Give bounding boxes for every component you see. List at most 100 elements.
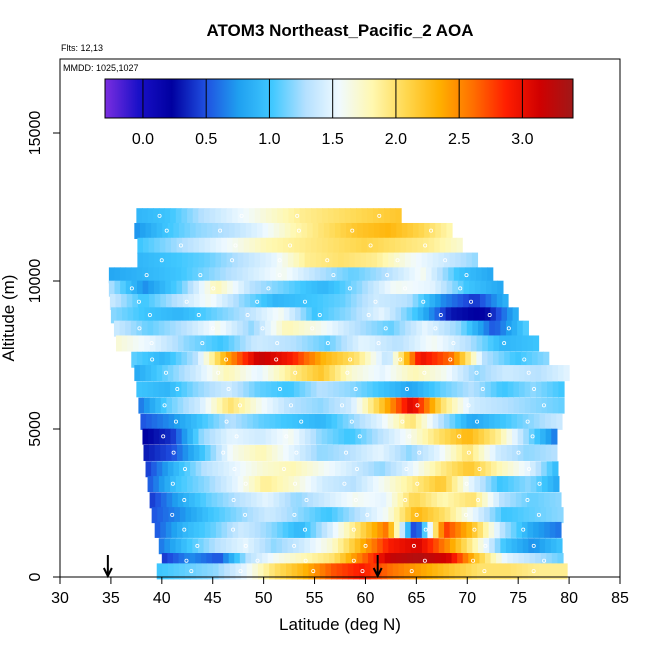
heatmap-cell bbox=[197, 267, 205, 284]
heatmap-cell bbox=[312, 365, 319, 382]
heatmap-cell bbox=[290, 461, 297, 478]
heatmap-cell bbox=[250, 553, 258, 570]
heatmap-cell bbox=[243, 476, 250, 493]
heatmap-cell bbox=[359, 351, 366, 368]
heatmap-cell bbox=[260, 252, 267, 269]
sample-marker bbox=[317, 313, 322, 318]
heatmap-cell bbox=[416, 507, 423, 524]
heatmap-cell bbox=[485, 381, 492, 398]
heatmap-cell bbox=[558, 381, 565, 398]
heatmap-cell bbox=[466, 521, 473, 538]
heatmap-cell bbox=[278, 294, 285, 311]
heatmap-cell bbox=[433, 428, 440, 445]
heatmap-cell bbox=[399, 538, 406, 555]
heatmap-cell bbox=[470, 267, 477, 284]
heatmap-cell bbox=[226, 476, 233, 493]
heatmap-cell bbox=[407, 365, 414, 382]
heatmap-cell bbox=[313, 335, 320, 352]
heatmap-cell bbox=[265, 381, 273, 398]
heatmap-cell bbox=[323, 222, 330, 239]
heatmap-cell bbox=[450, 428, 457, 445]
heatmap-cell bbox=[390, 294, 397, 311]
heatmap-band bbox=[161, 553, 564, 570]
heatmap-cell bbox=[318, 222, 325, 239]
heatmap-cell bbox=[384, 476, 391, 493]
heatmap-cell bbox=[456, 237, 463, 254]
heatmap-cell bbox=[457, 294, 464, 311]
heatmap-cell bbox=[446, 365, 453, 382]
heatmap-cell bbox=[247, 267, 255, 284]
heatmap-cell bbox=[227, 280, 234, 297]
heatmap-cell bbox=[149, 492, 156, 509]
heatmap-cell bbox=[295, 307, 302, 324]
heatmap-cell bbox=[446, 476, 453, 493]
heatmap-cell bbox=[273, 461, 280, 478]
heatmap-cell bbox=[245, 461, 252, 478]
heatmap-cell bbox=[476, 351, 483, 368]
heatmap-cell bbox=[328, 553, 336, 570]
heatmap-cell bbox=[315, 320, 322, 337]
heatmap-cell bbox=[262, 365, 269, 382]
heatmap-cell bbox=[339, 444, 346, 461]
heatmap-cell bbox=[337, 320, 345, 337]
heatmap-cell bbox=[187, 280, 194, 297]
sample-marker bbox=[349, 419, 354, 424]
sample-marker bbox=[526, 370, 531, 375]
heatmap-cell bbox=[287, 252, 295, 269]
heatmap-cell bbox=[259, 351, 266, 368]
heatmap-cell bbox=[237, 428, 244, 445]
heatmap-cell bbox=[192, 208, 199, 225]
heatmap-cell bbox=[437, 563, 444, 580]
heatmap-cell bbox=[424, 461, 431, 478]
heatmap-cell bbox=[235, 413, 243, 430]
heatmap-cell bbox=[477, 563, 484, 580]
sample-marker bbox=[159, 258, 164, 263]
heatmap-cell bbox=[440, 397, 447, 414]
heatmap-cell bbox=[457, 365, 464, 382]
heatmap-cell bbox=[164, 267, 171, 284]
heatmap-cell bbox=[472, 538, 479, 555]
heatmap-cell bbox=[277, 476, 284, 493]
heatmap-cell bbox=[414, 267, 421, 284]
heatmap-cell bbox=[147, 351, 155, 368]
heatmap-cell bbox=[159, 428, 166, 445]
heatmap-cell bbox=[445, 307, 452, 324]
x-tick-label: 40 bbox=[153, 590, 171, 607]
heatmap-cell bbox=[394, 444, 402, 461]
heatmap-cell bbox=[527, 521, 534, 538]
heatmap-cell bbox=[381, 351, 388, 368]
heatmap-cell bbox=[143, 294, 150, 311]
heatmap-cell bbox=[522, 563, 529, 580]
heatmap-cell bbox=[267, 553, 274, 570]
heatmap-cell bbox=[453, 492, 461, 509]
sample-marker bbox=[360, 569, 365, 574]
heatmap-cell bbox=[136, 267, 143, 284]
heatmap-cell bbox=[232, 444, 240, 461]
heatmap-cell bbox=[207, 413, 215, 430]
heatmap-cell bbox=[372, 381, 379, 398]
heatmap-cell bbox=[209, 208, 216, 225]
heatmap-cell bbox=[334, 280, 341, 297]
heatmap-cell bbox=[384, 294, 391, 311]
heatmap-cell bbox=[187, 428, 194, 445]
heatmap-cell bbox=[443, 563, 450, 580]
heatmap-cell bbox=[251, 492, 258, 509]
heatmap-cell bbox=[354, 413, 361, 430]
heatmap-cell bbox=[322, 444, 329, 461]
heatmap-cell bbox=[439, 428, 446, 445]
heatmap-cell bbox=[342, 413, 349, 430]
heatmap-cell bbox=[496, 365, 503, 382]
heatmap-cell bbox=[249, 444, 256, 461]
colorbar: 0.0 0.5 1.0 1.5 2.0 2.5 3.0 bbox=[104, 78, 574, 148]
heatmap-cell bbox=[346, 335, 354, 352]
heatmap-cell bbox=[432, 252, 440, 269]
heatmap-cell bbox=[389, 444, 396, 461]
heatmap-cell bbox=[232, 280, 239, 297]
heatmap-cell bbox=[354, 252, 361, 269]
heatmap-cell bbox=[493, 563, 501, 580]
heatmap-cell bbox=[373, 307, 380, 324]
heatmap-cell bbox=[484, 428, 491, 445]
heatmap-cell bbox=[519, 476, 526, 493]
sample-marker bbox=[487, 313, 492, 318]
heatmap-cell bbox=[485, 476, 492, 493]
